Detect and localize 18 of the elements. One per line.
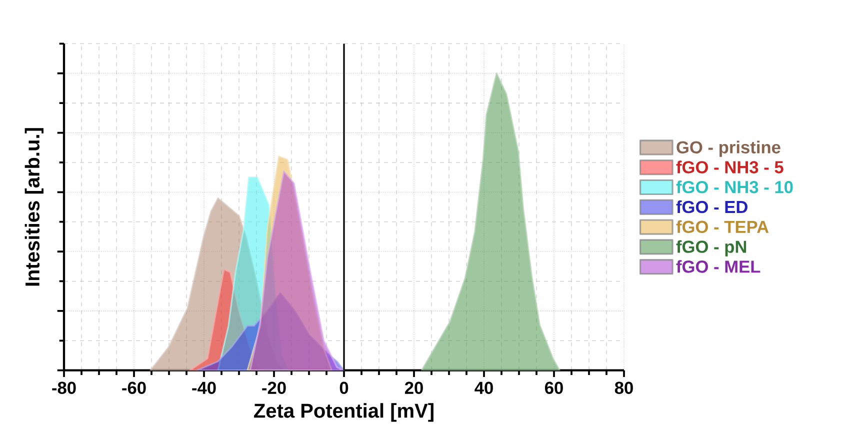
- legend-label: fGO - pN: [676, 240, 746, 256]
- x-tick-label: 60: [544, 382, 563, 394]
- x-tick-label: 40: [474, 382, 493, 394]
- legend-label: fGO - TEPA: [676, 220, 769, 234]
- x-tick-label: 80: [614, 382, 633, 394]
- legend-label: fGO - NH3 - 5: [676, 160, 784, 174]
- legend-label: fGO - NH3 - 10: [676, 180, 793, 194]
- x-tick-label: -20: [262, 382, 286, 394]
- legend-label: GO - pristine: [676, 140, 780, 157]
- x-axis-title: Zeta Potential [mV]: [254, 403, 434, 422]
- legend-label: fGO - MEL: [676, 260, 760, 273]
- x-tick-label: -60: [122, 382, 146, 394]
- x-tick-label: 20: [404, 382, 423, 394]
- legend-label: fGO - ED: [676, 200, 748, 214]
- x-tick-label: 0: [340, 382, 348, 394]
- y-axis-title: Intesities [arb.u.]: [24, 128, 44, 286]
- x-tick-label: -80: [52, 382, 76, 394]
- x-tick-label: -40: [192, 382, 216, 394]
